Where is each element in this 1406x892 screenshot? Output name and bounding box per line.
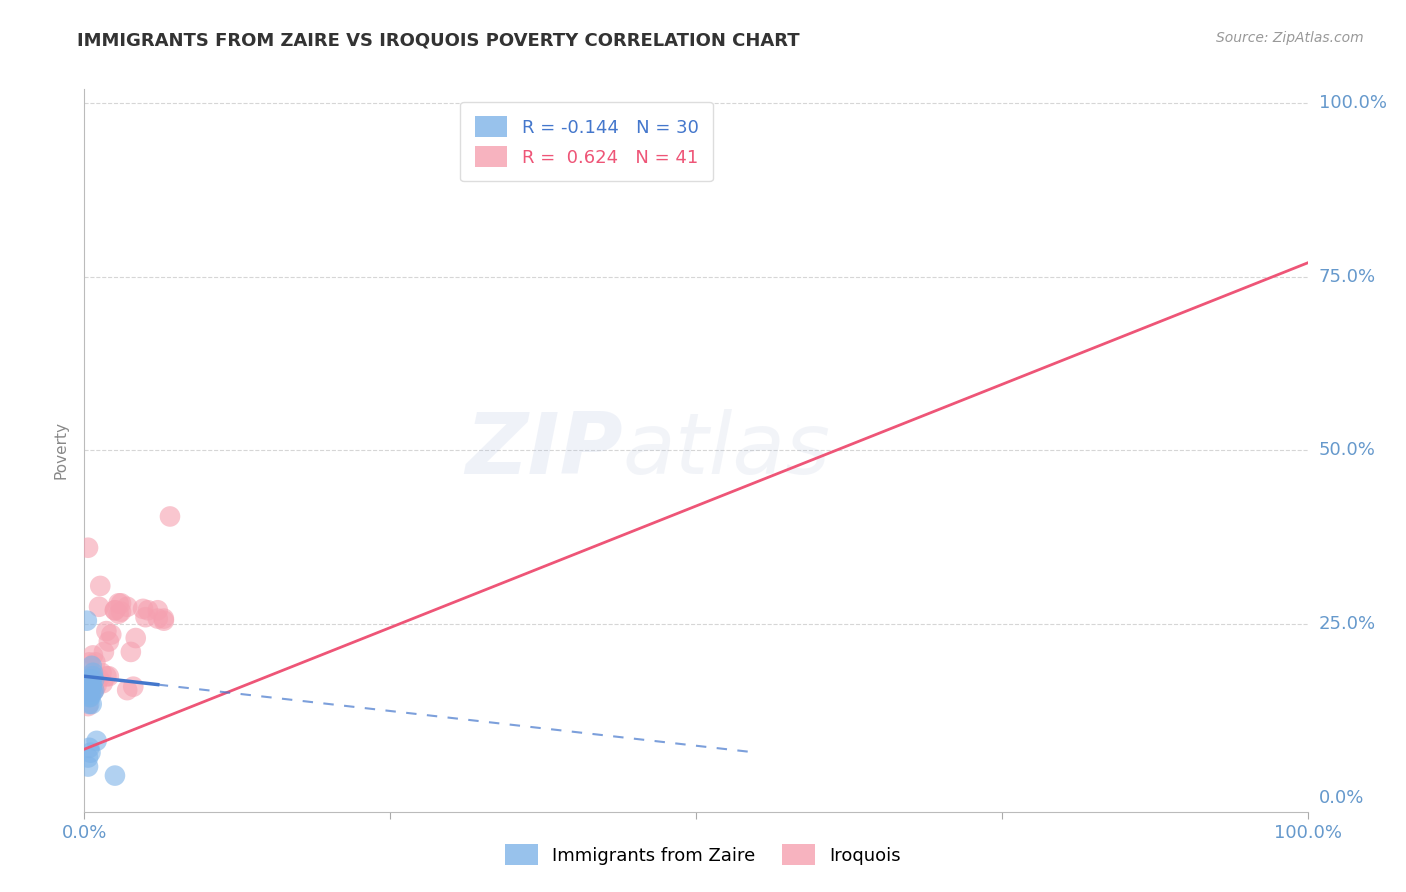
Point [97, 634, 120, 648]
Point [107, 596, 129, 610]
Point [79, 673, 101, 687]
Point [110, 596, 132, 610]
Point [76, 678, 98, 692]
Point [77, 740, 100, 755]
Point [104, 603, 127, 617]
Point [135, 610, 157, 624]
Point [115, 683, 138, 698]
Point [146, 611, 169, 625]
Point [77, 759, 100, 773]
Point [82, 685, 104, 699]
Point [77, 750, 100, 764]
Point [115, 599, 138, 614]
Point [80, 697, 103, 711]
Point [100, 627, 122, 641]
Point [110, 605, 132, 619]
Point [83, 683, 105, 698]
Point [77, 678, 100, 692]
Point [77, 669, 100, 683]
Point [104, 603, 127, 617]
Text: 50.0%: 50.0% [1319, 442, 1375, 459]
Point [153, 611, 176, 625]
Text: ZIP: ZIP [465, 409, 623, 492]
Point [96, 669, 118, 683]
Y-axis label: Poverty: Poverty [53, 421, 69, 480]
Point [80, 658, 103, 673]
Point [87, 671, 110, 685]
Point [80, 680, 103, 694]
Point [77, 697, 100, 711]
Point [122, 680, 145, 694]
Point [77, 673, 100, 687]
Point [77, 687, 100, 701]
Point [83, 673, 105, 687]
Point [79, 690, 101, 704]
Point [146, 603, 169, 617]
Point [80, 680, 103, 694]
Point [132, 602, 155, 616]
Point [82, 665, 104, 680]
Point [80, 674, 103, 689]
Legend: Immigrants from Zaire, Iroquois: Immigrants from Zaire, Iroquois [498, 837, 908, 872]
Text: Source: ZipAtlas.com: Source: ZipAtlas.com [1216, 31, 1364, 45]
Point [84, 656, 107, 670]
Point [79, 676, 101, 690]
Point [77, 685, 100, 699]
Point [125, 631, 148, 645]
Point [93, 645, 115, 659]
Point [77, 683, 100, 698]
Legend: R = -0.144   N = 30, R =  0.624   N = 41: R = -0.144 N = 30, R = 0.624 N = 41 [460, 102, 713, 181]
Point [79, 746, 101, 760]
Point [79, 676, 101, 690]
Point [90, 665, 112, 680]
Text: 0.0%: 0.0% [1319, 789, 1364, 807]
Point [83, 683, 105, 698]
Point [77, 656, 100, 670]
Point [96, 624, 118, 639]
Point [76, 614, 98, 628]
Point [77, 699, 100, 714]
Text: IMMIGRANTS FROM ZAIRE VS IROQUOIS POVERTY CORRELATION CHART: IMMIGRANTS FROM ZAIRE VS IROQUOIS POVERT… [77, 31, 800, 49]
Point [97, 669, 120, 683]
Point [107, 607, 129, 621]
Point [86, 734, 108, 748]
Text: 75.0%: 75.0% [1319, 268, 1376, 285]
Point [136, 603, 159, 617]
Text: 25.0%: 25.0% [1319, 615, 1376, 633]
Point [77, 690, 100, 704]
Point [87, 599, 110, 614]
Text: 100.0%: 100.0% [1319, 94, 1386, 112]
Point [77, 680, 100, 694]
Point [80, 685, 103, 699]
Point [120, 645, 142, 659]
Point [153, 614, 176, 628]
Point [89, 579, 111, 593]
Point [82, 669, 104, 683]
Point [79, 683, 101, 698]
Point [91, 676, 114, 690]
Point [104, 769, 127, 783]
Point [159, 509, 181, 524]
Point [79, 688, 101, 702]
Point [82, 648, 104, 663]
Point [86, 678, 108, 692]
Text: atlas: atlas [623, 409, 831, 492]
Point [77, 541, 100, 555]
